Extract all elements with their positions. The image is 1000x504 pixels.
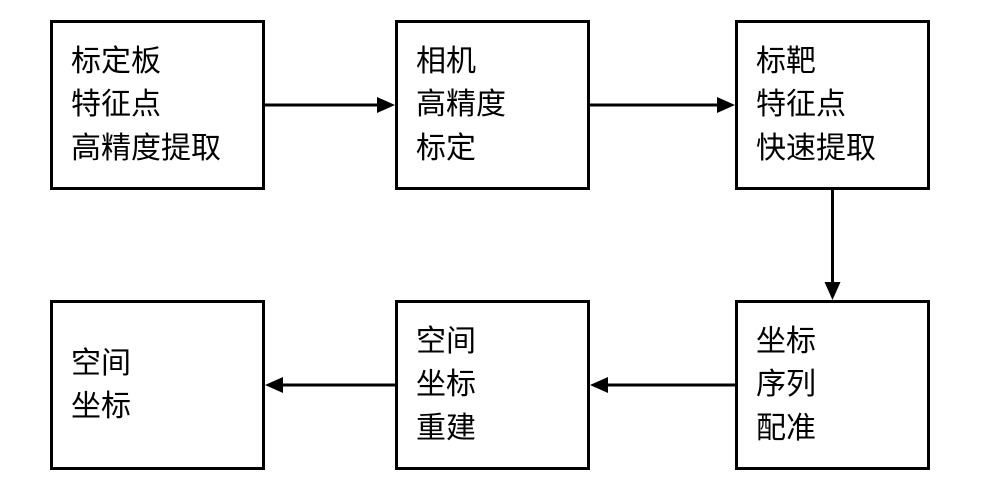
- arrow-head-icon: [377, 97, 395, 113]
- arrow-head-icon: [265, 377, 283, 393]
- arrow-head-icon: [717, 97, 735, 113]
- arrow-head-icon: [825, 282, 841, 300]
- arrow-head-icon: [590, 377, 608, 393]
- arrows-layer: [0, 0, 1000, 504]
